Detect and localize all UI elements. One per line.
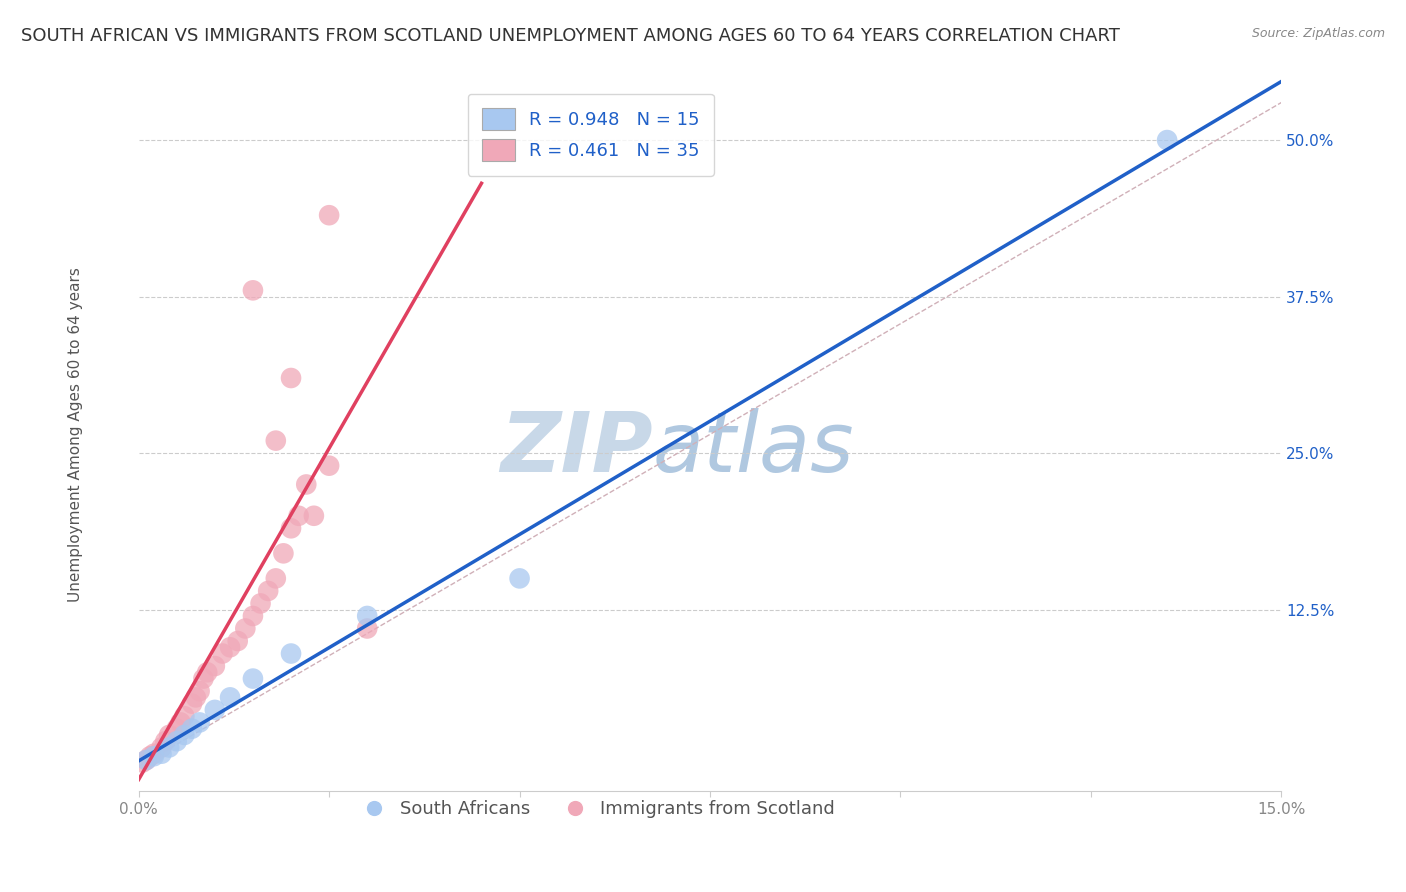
Point	[157, 728, 180, 742]
Point	[318, 458, 340, 473]
Point	[257, 583, 280, 598]
Point	[273, 546, 295, 560]
Point	[181, 697, 204, 711]
Point	[219, 640, 242, 655]
Point	[166, 734, 188, 748]
Point	[264, 571, 287, 585]
Point	[169, 715, 191, 730]
Point	[155, 734, 177, 748]
Point	[150, 747, 173, 761]
Point	[242, 283, 264, 297]
Point	[264, 434, 287, 448]
Text: SOUTH AFRICAN VS IMMIGRANTS FROM SCOTLAND UNEMPLOYMENT AMONG AGES 60 TO 64 YEARS: SOUTH AFRICAN VS IMMIGRANTS FROM SCOTLAN…	[21, 27, 1121, 45]
Point	[242, 672, 264, 686]
Point	[204, 703, 226, 717]
Point	[150, 740, 173, 755]
Point	[509, 571, 531, 585]
Point	[280, 521, 302, 535]
Point	[193, 672, 215, 686]
Point	[135, 753, 157, 767]
Point	[173, 709, 195, 723]
Point	[142, 747, 165, 761]
Point	[287, 508, 309, 523]
Text: ZIP: ZIP	[501, 409, 652, 489]
Point	[356, 609, 378, 624]
Point	[139, 749, 162, 764]
Point	[166, 722, 188, 736]
Point	[195, 665, 218, 680]
Point	[181, 722, 204, 736]
Point	[233, 622, 256, 636]
Point	[211, 647, 233, 661]
Point	[249, 597, 271, 611]
Text: atlas: atlas	[652, 409, 855, 489]
Point	[356, 622, 378, 636]
Point	[318, 208, 340, 222]
Point	[295, 477, 318, 491]
Point	[131, 756, 153, 770]
Text: Unemployment Among Ages 60 to 64 years: Unemployment Among Ages 60 to 64 years	[69, 267, 83, 602]
Point	[1156, 133, 1178, 147]
Point	[219, 690, 242, 705]
Point	[302, 508, 325, 523]
Point	[135, 753, 157, 767]
Point	[173, 728, 195, 742]
Point	[242, 609, 264, 624]
Point	[280, 371, 302, 385]
Text: Source: ZipAtlas.com: Source: ZipAtlas.com	[1251, 27, 1385, 40]
Point	[280, 647, 302, 661]
Point	[226, 634, 249, 648]
Legend: South Africans, Immigrants from Scotland: South Africans, Immigrants from Scotland	[349, 793, 842, 825]
Point	[204, 659, 226, 673]
Point	[142, 749, 165, 764]
Point	[157, 740, 180, 755]
Point	[188, 684, 211, 698]
Point	[184, 690, 207, 705]
Point	[188, 715, 211, 730]
